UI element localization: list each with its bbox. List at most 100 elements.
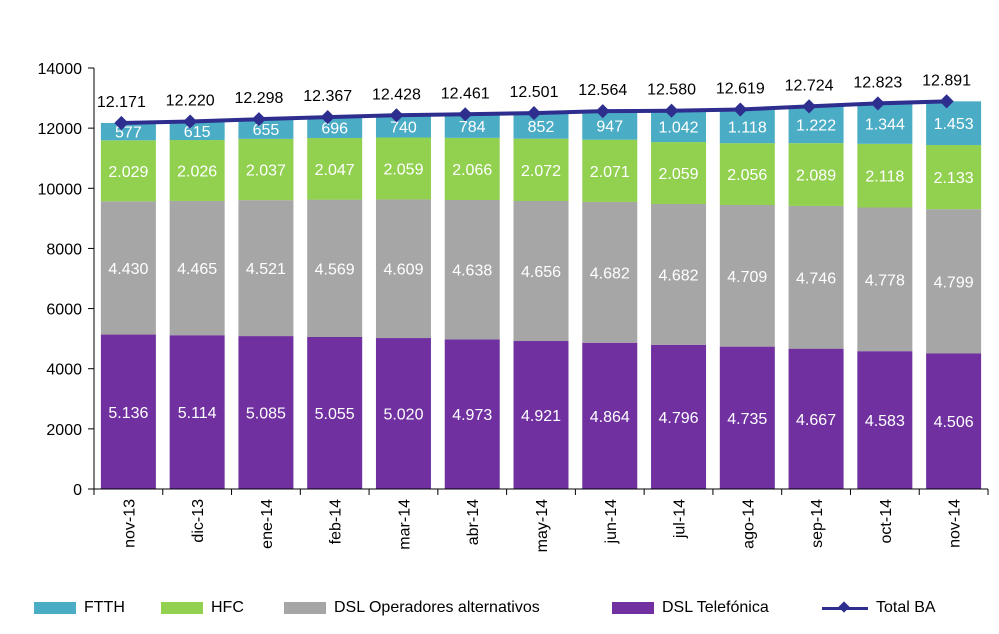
- y-tick-label: 6000: [46, 302, 82, 319]
- bar-segment: [788, 348, 844, 489]
- data-label: 4.521: [246, 261, 286, 278]
- bar-segment: [169, 335, 225, 489]
- data-label: 1.453: [934, 116, 974, 133]
- bar-segment: [375, 199, 431, 339]
- data-label: 4.465: [177, 261, 217, 278]
- data-label: 947: [596, 118, 623, 135]
- data-label: 4.656: [521, 264, 561, 281]
- data-label: 615: [184, 124, 211, 141]
- data-label: 5.114: [178, 405, 217, 422]
- data-label: 5.055: [315, 406, 355, 423]
- total-ba-marker: [939, 94, 954, 109]
- bar-segment: [719, 109, 775, 144]
- data-label: 4.682: [659, 267, 699, 284]
- total-ba-marker: [458, 107, 473, 122]
- total-ba-marker: [320, 110, 335, 125]
- legend-item-dsl-alt: DSL Operadores alternativos: [284, 588, 540, 628]
- y-tick-label: 8000: [46, 241, 82, 258]
- x-tick-label: jul-14: [672, 499, 689, 539]
- bars: 5.1364.4302.0295775.1144.4652.0266155.08…: [100, 101, 982, 489]
- bar-segment: [513, 113, 569, 139]
- bar-segment: [444, 199, 500, 340]
- bar-segment: [651, 110, 707, 143]
- bar-segment: [926, 209, 982, 354]
- bar-segment: [926, 145, 982, 210]
- data-label: 4.864: [590, 409, 630, 426]
- y-tick-label: 0: [73, 482, 82, 499]
- data-label: 2.026: [177, 163, 217, 180]
- data-label: 2.133: [934, 170, 974, 187]
- data-label: 4.667: [796, 412, 836, 429]
- bar-segment: [307, 138, 363, 200]
- total-ba-marker: [595, 104, 610, 119]
- legend-label-total: Total BA: [876, 599, 936, 616]
- data-label: 2.089: [796, 168, 836, 185]
- data-label: 2.059: [383, 161, 423, 178]
- bar-segment: [444, 114, 500, 138]
- data-label: 4.569: [315, 261, 355, 278]
- data-label: 2.037: [246, 163, 286, 180]
- bar-segment: [926, 353, 982, 489]
- data-label: 655: [253, 122, 280, 139]
- x-tick-label: mar-14: [396, 499, 413, 550]
- x-tick-label: abr-14: [465, 499, 482, 545]
- data-label: 2.071: [590, 164, 630, 181]
- data-label: 4.638: [452, 263, 492, 280]
- y-tick-label: 12000: [38, 121, 83, 138]
- bar-segment: [582, 201, 638, 343]
- total-ba-label: 12.564: [578, 82, 627, 99]
- bar-segment: [169, 121, 225, 141]
- bar-segment: [100, 140, 156, 202]
- legend-label-hfc: HFC: [211, 599, 244, 616]
- data-label: 5.085: [246, 406, 286, 423]
- x-tick-label: dic-13: [190, 499, 207, 543]
- y-tick-label: 14000: [38, 61, 83, 78]
- bar-segment: [788, 106, 844, 144]
- x-axis: nov-13 dic-13 ene-14 feb-14 mar-14 abr-14 may-…: [93, 488, 989, 552]
- bar-segment: [857, 103, 913, 144]
- legend-item-total: Total BA: [822, 588, 936, 628]
- data-label: 2.072: [521, 163, 561, 180]
- bar-segment: [375, 115, 431, 138]
- data-label: 4.796: [659, 410, 699, 427]
- legend-item-dsl-tel: DSL Telefónica: [612, 588, 769, 628]
- x-tick-label: nov-13: [121, 499, 138, 548]
- total-ba-label: 12.891: [922, 72, 971, 89]
- data-label: 852: [528, 119, 555, 136]
- data-label: 4.609: [383, 262, 423, 279]
- bar-segment: [375, 137, 431, 200]
- data-label: 4.746: [796, 270, 836, 287]
- bar-segment: [238, 119, 294, 139]
- data-label: 2.029: [108, 164, 148, 181]
- data-label: 1.118: [728, 119, 767, 136]
- total-ba-label: 12.580: [647, 82, 696, 99]
- legend-swatch-ftth: [34, 602, 76, 614]
- x-tick-label: may-14: [534, 499, 551, 552]
- data-label: 2.047: [315, 162, 355, 179]
- total-line: 12.171 12.220 12.298 12.367 12.428 12.461 12.5…: [97, 72, 971, 131]
- y-axis: 0 2000 4000 6000 8000 10000 12000 14000: [38, 61, 95, 499]
- x-tick-label: oct-14: [878, 499, 895, 544]
- data-label: 4.709: [727, 269, 767, 286]
- total-ba-label: 12.367: [303, 88, 352, 105]
- y-tick-label: 4000: [46, 362, 82, 379]
- total-ba-marker: [664, 103, 679, 118]
- bar-segment: [513, 138, 569, 202]
- bar-segment: [651, 344, 707, 489]
- data-label: 4.799: [934, 274, 974, 291]
- bar-segment: [857, 143, 913, 208]
- legend-item-ftth: FTTH: [34, 588, 125, 628]
- bar-segment: [307, 336, 363, 489]
- data-label: 4.735: [727, 411, 767, 428]
- bar-segment: [788, 205, 844, 349]
- legend-item-hfc: HFC: [161, 588, 244, 628]
- total-ba-label: 12.461: [441, 85, 490, 102]
- bar-segment: [513, 201, 569, 342]
- data-label: 4.583: [865, 413, 905, 430]
- data-label: 2.066: [452, 162, 492, 179]
- data-label: 5.136: [108, 405, 148, 422]
- legend-label-ftth: FTTH: [84, 599, 125, 616]
- legend: FTTH HFC DSL Operadores alternativos DSL…: [0, 588, 999, 628]
- bar-segment: [238, 200, 294, 337]
